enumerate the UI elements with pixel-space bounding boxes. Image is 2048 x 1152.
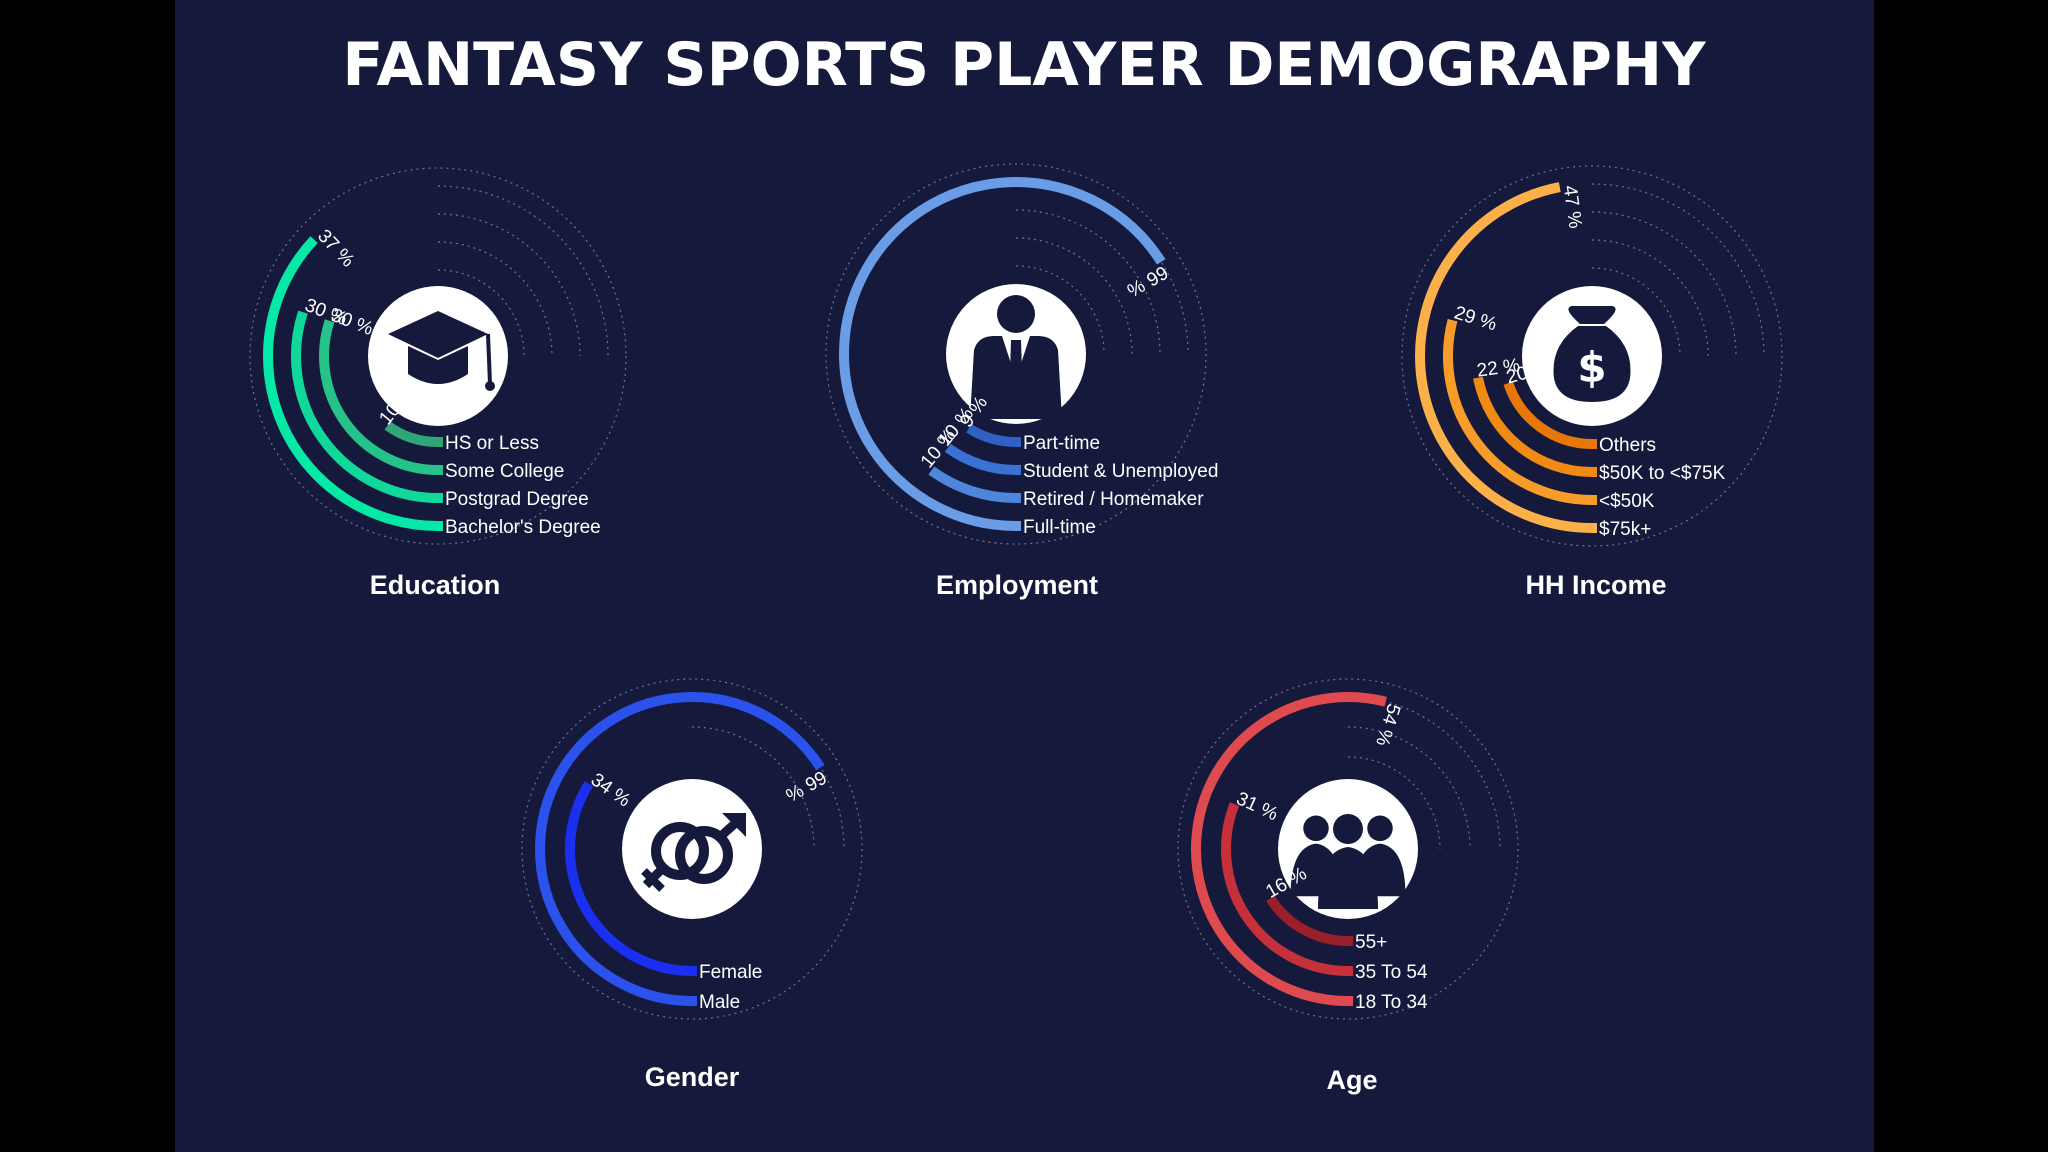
legend-75k: $75k+: [1599, 519, 1651, 540]
graduation-cap-icon: [388, 311, 495, 391]
chart-gender: Female 34 % Male 66 % Gender: [521, 678, 863, 1092]
bar-bachelor-s-degree: [263, 236, 439, 531]
legend-female: Female: [699, 962, 762, 983]
value-label-75k: 47 %: [1559, 184, 1586, 230]
guide-track: [1015, 265, 1105, 355]
guide-track: [1347, 756, 1441, 850]
value-label-female: 34 %: [587, 769, 635, 811]
svg-text:$: $: [1577, 343, 1606, 392]
bar-35-to-54: [1221, 802, 1349, 976]
guide-track: [1591, 183, 1765, 357]
guide-track: [691, 726, 815, 850]
page-title: FANTASY SPORTS PLAYER DEMOGRAPHY: [342, 30, 1706, 100]
value-label-50k: 29 %: [1452, 302, 1500, 335]
legend-male: Male: [699, 992, 740, 1013]
legend-some-college: Some College: [445, 461, 564, 482]
gender-symbol-icon: [641, 813, 746, 892]
guide-track: [691, 696, 845, 850]
value-label-35-to-54: 31 %: [1233, 788, 1281, 825]
bar-female: [565, 780, 693, 976]
guide-ring-outer: [1177, 678, 1519, 1020]
guide-track: [437, 213, 581, 357]
guide-track: [1591, 267, 1681, 357]
guide-track: [1347, 726, 1471, 850]
chart-title-gender: Gender: [645, 1062, 740, 1092]
guide-track: [437, 185, 609, 357]
value-label-bachelor-s-degree: 37 %: [313, 226, 358, 272]
bar-50k: [1443, 318, 1593, 505]
chart-title-hh-income: HH Income: [1525, 570, 1666, 600]
chart-title-education: Education: [370, 570, 501, 600]
bar-full-time: [838, 177, 1166, 531]
guide-ring-outer: [249, 167, 627, 545]
guide-track: [437, 269, 525, 357]
bar-student-unemployed: [944, 443, 1017, 475]
guide-ring-outer: [1401, 165, 1783, 547]
legend-18-to-34: 18 To 34: [1355, 992, 1428, 1013]
guide-track: [1591, 211, 1737, 357]
bar-others: [1503, 381, 1593, 449]
guide-ring-outer: [825, 163, 1207, 545]
guide-ring-outer: [521, 678, 863, 1020]
bar-some-college: [319, 319, 439, 475]
legend-50k: <$50K: [1599, 491, 1655, 512]
guide-track: [1347, 696, 1501, 850]
guide-track: [1015, 209, 1161, 355]
guide-track: [437, 241, 553, 357]
legend-35-to-54: 35 To 54: [1355, 962, 1428, 983]
legend-postgrad-degree: Postgrad Degree: [445, 489, 589, 510]
bar-retired-homemaker: [928, 466, 1017, 503]
legend-student-unemployed: Student & Unemployed: [1023, 461, 1218, 482]
legend-hs-or-less: HS or Less: [445, 433, 539, 454]
icon-circle: [622, 779, 762, 919]
bar-postgrad-degree: [291, 310, 439, 503]
value-label-male: 66 %: [782, 766, 830, 806]
legend-retired-homemaker: Retired / Homemaker: [1023, 489, 1204, 510]
bar-50k-to-75k: [1473, 376, 1593, 477]
chart-title-employment: Employment: [936, 570, 1098, 600]
bar-75k: [1415, 182, 1593, 533]
bar-part-time: [966, 423, 1017, 447]
legend-others: Others: [1599, 435, 1656, 456]
guide-track: [1015, 237, 1133, 355]
legend-part-time: Part-time: [1023, 433, 1100, 454]
infographic-panel: [175, 0, 1874, 1152]
legend-50k-to-75k: $50K to <$75K: [1599, 463, 1726, 484]
bar-18-to-34: [1191, 692, 1388, 1006]
people-group-icon: [1290, 814, 1406, 909]
guide-track: [1591, 239, 1709, 357]
bar-55: [1266, 895, 1349, 946]
businessman-icon: [970, 295, 1062, 419]
legend-55: 55+: [1355, 932, 1387, 953]
legend-bachelor-s-degree: Bachelor's Degree: [445, 517, 601, 538]
chart-title-age: Age: [1326, 1065, 1377, 1095]
legend-full-time: Full-time: [1023, 517, 1096, 538]
bar-male: [535, 692, 825, 1006]
value-label-18-to-34: 54 %: [1371, 701, 1404, 749]
bar-hs-or-less: [384, 421, 439, 447]
money-bag-icon: $: [1553, 306, 1631, 402]
